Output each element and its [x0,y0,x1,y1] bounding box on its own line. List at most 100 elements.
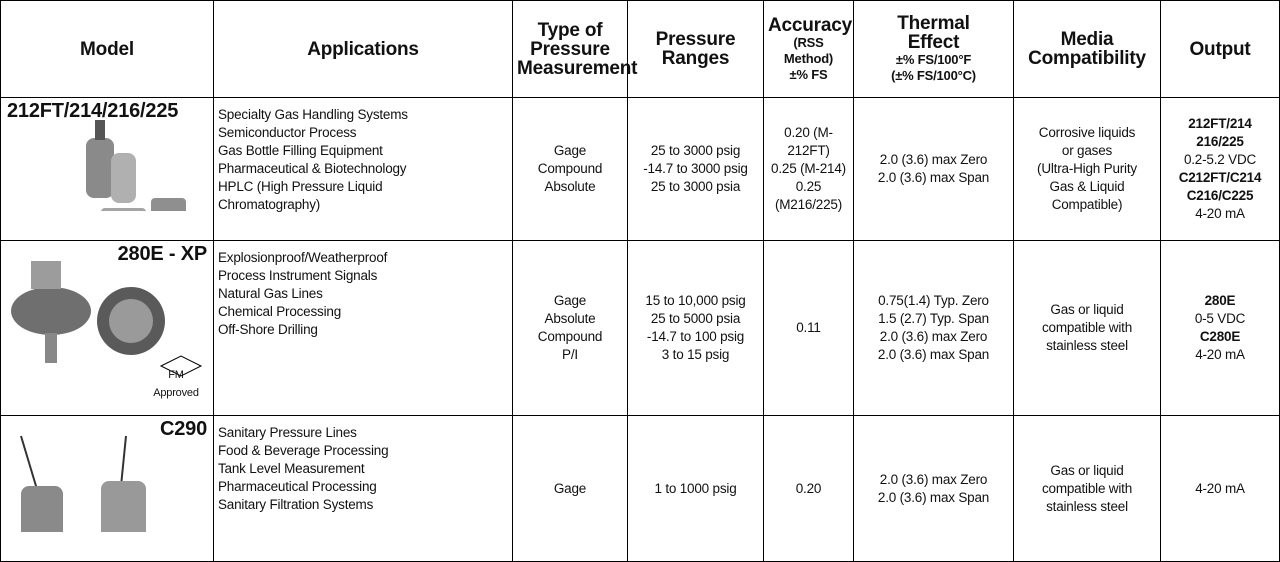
accuracy-cell: 0.20 (M-212FT) 0.25 (M-214) 0.25 (M216/225… [763,97,854,241]
photo-shape [109,299,153,343]
applications-line: Chemical Processing [218,304,341,319]
output-line: 0.2-5.2 VDC [1183,152,1257,167]
column-header: Accuracy (RSS Method) ±% FS [763,0,854,98]
column-header: Media Compatibility [1013,0,1161,98]
table-row: C290 Sanitary Pressure Lines Food & Bevera… [0,415,1280,562]
applications-line: HPLC (High Pressure Liquid [218,179,383,194]
ranges-line: 25 to 3000 psig [650,143,741,158]
photo-shape [159,355,203,377]
media-line: stainless steel [1046,498,1128,514]
accuracy-line: 0.25 (M216/225) [774,179,843,212]
applications-line: Semiconductor Process [218,125,357,140]
photo-shape [111,153,136,203]
model-name: 212FT/214/216/225 [7,100,179,122]
output-line: 216/225 [1196,134,1244,149]
measurement-line: Compound [537,329,603,344]
model-name: 280E - XP [117,243,208,265]
applications-line: Tank Level Measurement [218,461,365,476]
media-line: Compatible) [1051,197,1123,212]
photo-shape [101,481,146,532]
header-note: ±% FS [789,66,828,82]
photo-shape [120,435,127,487]
media-line: compatible with [1041,320,1133,335]
accuracy-line: 0.20 [795,480,822,496]
model-cell: C290 [0,415,214,562]
photo-shape [86,138,114,198]
thermal-cell: 2.0 (3.6) max Zero 2.0 (3.6) max Span [853,415,1014,562]
accuracy-line: 0.11 [796,320,821,335]
output-line: 212FT/214 [1188,116,1252,131]
applications-line: Pharmaceutical Processing [218,479,377,494]
applications-line: Sanitary Filtration Systems [218,497,374,512]
output-line: C212FT/C214 [1178,170,1262,185]
model-cell: 280E - XP FM Approved [0,240,214,416]
table-row: 212FT/214/216/225 Specialty Gas Handling … [0,97,1280,241]
thermal-cell: 0.75(1.4) Typ. Zero 1.5 (2.7) Typ. Span 2.… [853,240,1014,416]
measurement-line: Compound [537,161,603,176]
thermal-line: 2.0 (3.6) max Zero [879,329,988,344]
ranges-line: -14.7 to 3000 psig [643,161,748,176]
product-photo [20,435,146,532]
media-line: stainless steel [1046,338,1128,353]
header-line: Output [1189,38,1251,60]
header-line: Thermal [897,13,970,34]
header-line: Accuracy [768,14,852,36]
output-cell: 212FT/214 216/225 0.2-5.2 VDC C212FT/C214 C2… [1160,97,1280,241]
photo-shape [11,287,91,335]
badge: FM Approved [151,366,201,402]
applications-line: Natural Gas Lines [218,286,323,301]
ranges-line: 3 to 15 psig [661,347,730,362]
output-line: C280E [1199,329,1241,344]
output-line: 0-5 VDC [1194,311,1246,326]
header-line: Ranges [661,48,730,69]
header-note: ±% FS/100°F [895,52,972,67]
thermal-line: 0.75(1.4) Typ. Zero [878,293,989,308]
accuracy-line: 0.20 (M-212FT) [784,125,833,158]
media-line: compatible with [1041,480,1133,496]
media-line: Gas or liquid [1050,302,1124,317]
applications-line: Explosionproof/Weatherproof [218,250,388,265]
ranges-line: -14.7 to 100 psig [646,329,745,344]
output-line: 4-20 mA [1195,347,1245,362]
output-cell: 280E 0-5 VDC C280E 4-20 mA [1160,240,1280,416]
accuracy-cell: 0.20 [763,415,854,562]
header-row: Model Applications Type of Pressure Measurem… [0,0,1280,98]
accuracy-cell: 0.11 [763,240,854,416]
product-photo [86,120,186,211]
photo-shape [21,486,63,532]
applications-line: Chromatography) [218,197,321,212]
thermal-cell: 2.0 (3.6) max Zero 2.0 (3.6) max Span [853,97,1014,241]
ranges-cell: 15 to 10,000 psig 25 to 5000 psia -14.7 to… [627,240,764,416]
thermal-line: 2.0 (3.6) max Span [877,489,990,505]
model-name: C290 [159,418,207,440]
applications-line: Off-Shore Drilling [218,322,318,337]
header-line: Model [80,38,134,60]
output-line: 4-20 mA [1195,206,1245,221]
output-line: C216/C225 [1186,188,1254,203]
column-header: Model [0,0,214,98]
table-body: 212FT/214/216/225 Specialty Gas Handling … [0,97,1280,562]
media-line: or gases [1061,143,1113,158]
header-line: Measurement [517,57,638,79]
column-header: Thermal Effect ±% FS/100°F (±% FS/100°C) [853,0,1014,98]
header-note: (RSS Method) [783,34,834,66]
output-line: 280E [1204,293,1236,308]
measurement-line: Gage [553,293,587,308]
measurement-line: Absolute [544,179,596,194]
measurement-line: Gage [553,143,587,158]
applications-cell: Sanitary Pressure Lines Food & Beverage P… [213,415,513,562]
model-cell: 212FT/214/216/225 [0,97,214,241]
media-line: Gas & Liquid [1049,179,1125,194]
applications-line: Process Instrument Signals [218,268,378,283]
column-header: Pressure Ranges [627,0,764,98]
photo-shape [151,198,186,211]
badge-mark: FM [168,369,184,381]
ranges-line: 1 to 1000 psig [654,480,737,496]
thermal-line: 2.0 (3.6) max Span [877,347,990,362]
column-header: Output [1160,0,1280,98]
media-line: Gas or liquid [1050,462,1124,478]
ranges-cell: 25 to 3000 psig -14.7 to 3000 psig 25 to 3… [627,97,764,241]
thermal-line: 1.5 (2.7) Typ. Span [878,311,989,326]
